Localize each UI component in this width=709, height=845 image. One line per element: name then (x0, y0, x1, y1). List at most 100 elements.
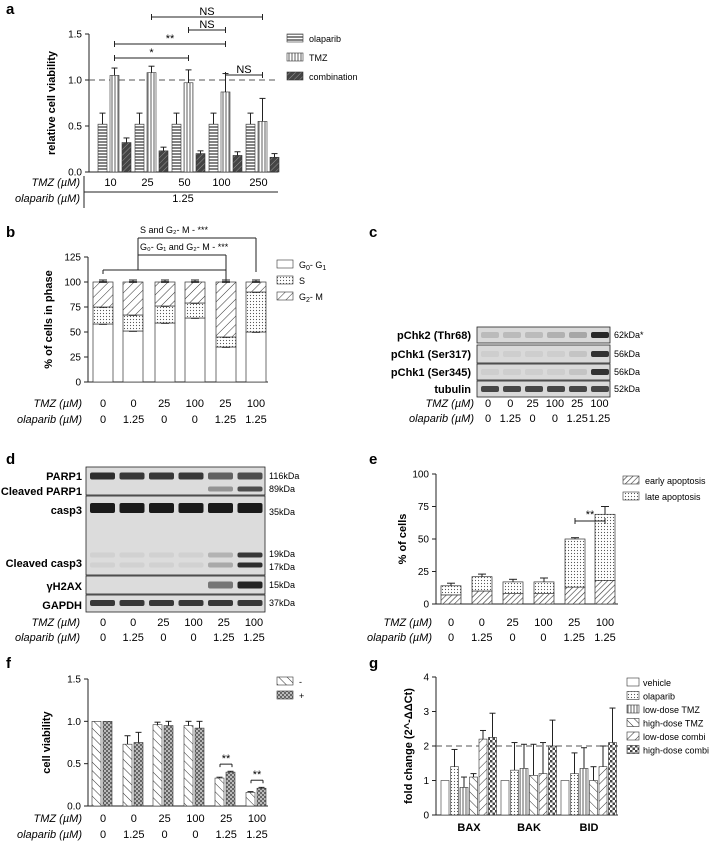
olaparib-value: 0 (100, 632, 106, 644)
legend-label: - (299, 677, 302, 687)
blot-strip (476, 344, 611, 364)
blot-band (90, 552, 115, 558)
blot-band (149, 582, 174, 589)
olaparib-row-label: olaparib (µM) (15, 632, 80, 644)
significance-label: NS (199, 19, 214, 31)
bar-olaparib (245, 123, 256, 173)
legend-swatch (622, 491, 640, 501)
blot-strip (85, 466, 266, 496)
tmz-value: 0 (130, 617, 136, 629)
legend-label: + (299, 691, 304, 701)
tmz-value: 100 (248, 813, 266, 825)
tmz-value: 25 (526, 398, 538, 410)
blot-band (237, 600, 263, 606)
legend-swatch (626, 731, 640, 741)
stacked-bar-G2-M (184, 281, 206, 304)
tmz-value: 100 (186, 398, 204, 410)
tmz-value: 100 (534, 617, 552, 629)
panel-d-blot: PARP1 Cleaved PARP1 casp3 Cleaved casp3 γH2A… (1, 466, 299, 644)
stacked-bar-late apoptosis (502, 581, 524, 594)
y-axis-title: % of cells (397, 514, 409, 565)
bar-vehicle (560, 780, 570, 816)
blot-strip (85, 575, 266, 595)
olaparib-value: 0 (191, 632, 197, 644)
blot-band (90, 487, 115, 492)
legend-label: G0- G1 (299, 260, 326, 272)
bar-+ (102, 721, 113, 807)
bar-vehicle (440, 780, 450, 816)
blot-band (569, 369, 587, 375)
blot-band (208, 581, 233, 589)
blot-band (481, 351, 499, 357)
x-category-label: BID (580, 822, 599, 834)
stacked-bar-late apoptosis (564, 538, 586, 588)
blot-band (149, 472, 174, 480)
kda-marker: 35kDa (269, 507, 295, 517)
tmz-value: 0 (507, 398, 513, 410)
legend-label: early apoptosis (645, 476, 706, 486)
olaparib-value: 1.25 (245, 414, 266, 426)
blot-strip (85, 594, 266, 613)
blot-band (119, 552, 145, 558)
y-axis-title: fold change (2^-ΔΔCt) (403, 688, 415, 804)
kda-marker: 116kDa (269, 471, 299, 481)
olaparib-value: 1.25 (123, 829, 144, 841)
significance-label: NS (199, 6, 214, 18)
x-category-label: BAK (517, 822, 541, 834)
blot-band (591, 351, 609, 357)
olaparib-value: 0 (540, 632, 546, 644)
blot-row-label: PARP1 (46, 471, 82, 483)
y-tick-label: 50 (70, 328, 82, 339)
significance-label: ** (253, 769, 262, 781)
blot-band (119, 600, 145, 606)
blot-band (178, 503, 204, 513)
y-tick-label: 0.0 (68, 168, 82, 179)
blot-band (178, 472, 204, 480)
olaparib-value: 1.25 (243, 632, 264, 644)
stacked-bar-S (122, 314, 144, 332)
bar-TMZ (220, 91, 231, 173)
olaparib-value: 0 (485, 413, 491, 425)
y-tick-label: 75 (418, 502, 430, 513)
stacked-bar-G0-G1 (184, 317, 206, 383)
bar-TMZ (257, 121, 268, 173)
blot-band (591, 369, 609, 375)
blot-row-label: pChk1 (Ser317) (391, 349, 471, 361)
blot-band (237, 552, 263, 558)
legend-swatch (286, 52, 304, 62)
blot-band (208, 503, 233, 513)
stacked-bar-G2-M (215, 281, 237, 338)
olaparib-row-label: olaparib (µM) (17, 829, 82, 841)
blot-band (90, 562, 115, 568)
y-tick-label: 2 (423, 742, 429, 753)
blot-band (90, 582, 115, 589)
blot-strip (476, 363, 611, 381)
legend-part: - M (310, 292, 323, 302)
olaparib-value: 1.25 (213, 632, 234, 644)
bar-low-dose combi (478, 738, 488, 816)
stacked-bar-early apoptosis (533, 593, 555, 605)
blot-band (120, 582, 145, 589)
bar-olaparib (134, 123, 145, 173)
bar-- (91, 721, 102, 807)
olaparib-value: 1.25 (246, 829, 267, 841)
bar-TMZ (109, 75, 120, 173)
panel-e-label: e (369, 451, 377, 468)
blot-band (208, 600, 233, 606)
legend-swatch (622, 475, 640, 485)
legend-label: low-dose combi (643, 732, 706, 742)
legend-label: olaparib (309, 34, 341, 44)
stacked-bar-G0-G1 (245, 331, 267, 383)
blot-band (237, 503, 263, 513)
blot-band (178, 600, 204, 606)
tmz-value: 25 (220, 813, 232, 825)
blot-band (481, 386, 499, 392)
blot-band (237, 581, 263, 589)
significance-label: ** (222, 753, 231, 765)
blot-band (503, 386, 521, 392)
olaparib-value: 0 (100, 414, 106, 426)
olaparib-value: 1.25 (563, 632, 584, 644)
tmz-row-label: TMZ (µM) (384, 617, 433, 629)
bar-combination (195, 153, 206, 173)
blot-band (547, 386, 565, 392)
